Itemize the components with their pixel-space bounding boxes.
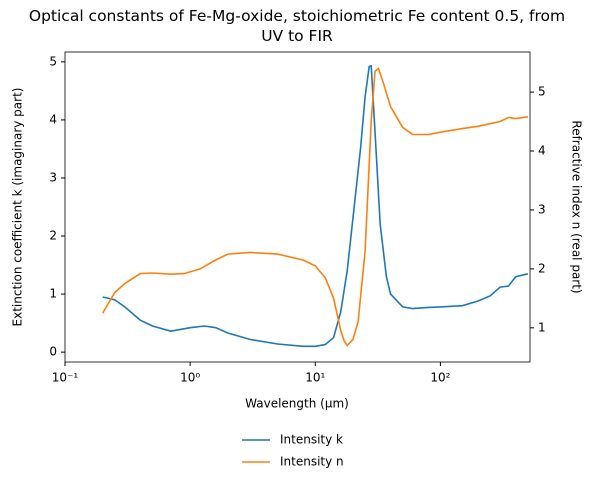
y2-axis-label: Refractive index n (real part) [570,120,584,293]
y2-tick-label: 4 [538,144,546,158]
x-tick-label: 10⁻¹ [52,371,79,385]
y-tick-label: 4 [49,112,57,126]
x-tick-label: 10⁰ [180,371,200,385]
y2-tick-label: 2 [538,261,546,275]
y-tick-label: 2 [49,229,57,243]
y-axis-label: Extinction coefficient k (imaginary part… [11,88,25,327]
y-tick-label: 3 [49,170,57,184]
y-tick-label: 5 [49,54,57,68]
y-tick-label: 0 [49,345,57,359]
y2-tick-label: 1 [538,320,546,334]
y2-tick-label: 3 [538,202,546,216]
data-line [102,67,529,347]
y2-tick-label: 5 [538,85,546,99]
x-tick-label: 10² [430,371,450,385]
x-tick-label: 10¹ [305,371,325,385]
x-axis-label: Wavelength (μm) [245,397,349,411]
chart-title: Optical constants of Fe-Mg-oxide, stoich… [28,7,566,45]
data-line [102,64,529,348]
plot-frame [64,51,531,363]
y-tick-label: 1 [49,287,57,301]
legend-label: Intensity k [280,433,343,447]
legend-label: Intensity n [280,455,344,469]
